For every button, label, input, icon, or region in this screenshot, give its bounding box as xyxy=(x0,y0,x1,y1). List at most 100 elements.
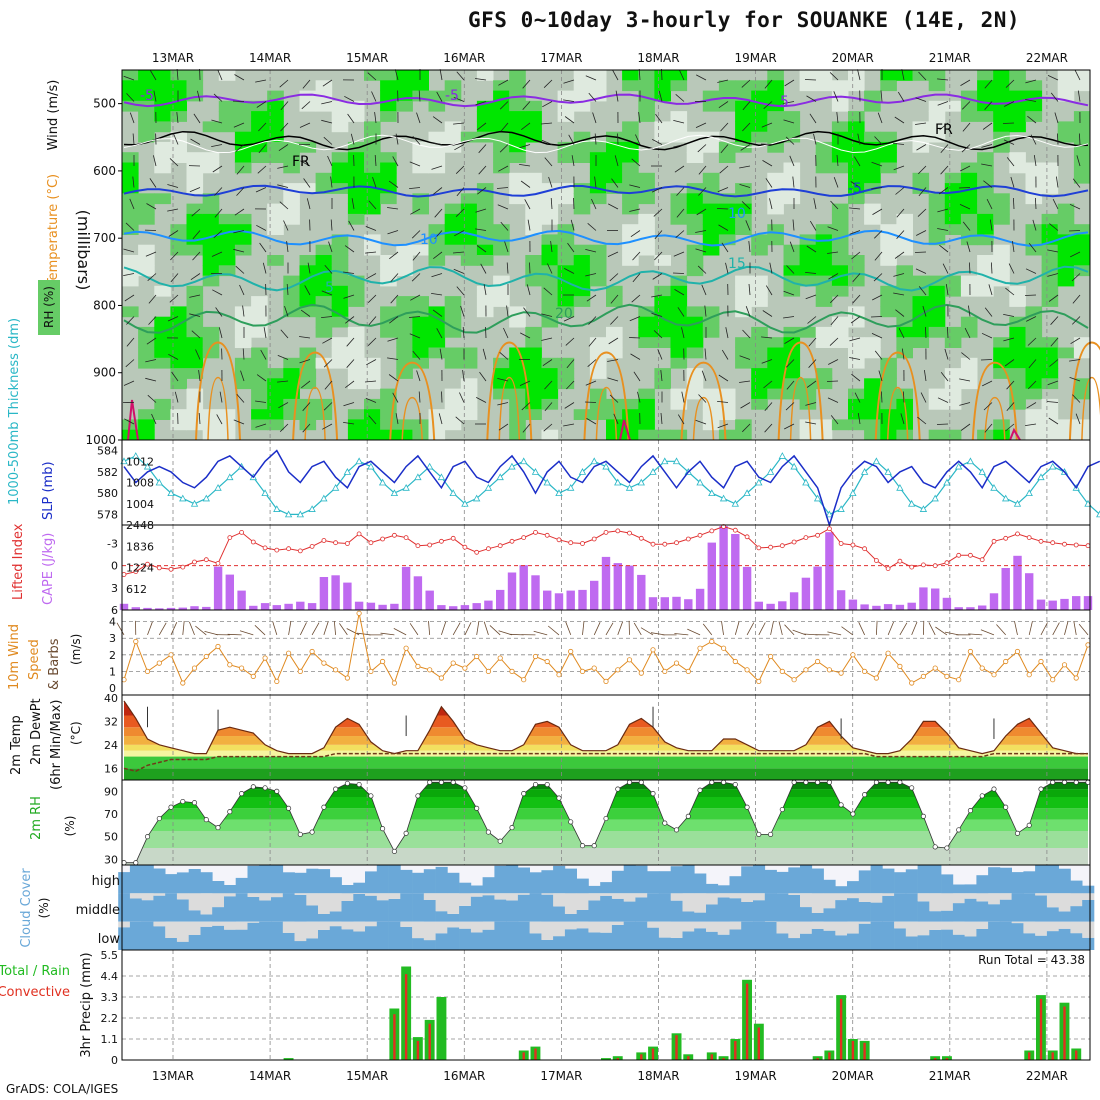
cape-bar xyxy=(166,607,176,610)
cape-bar xyxy=(143,607,152,610)
wind-barb xyxy=(615,90,619,102)
lifted-index-point xyxy=(391,532,397,538)
rh-cell xyxy=(880,162,897,174)
lifted-index-point xyxy=(180,564,186,570)
wind10-point xyxy=(485,668,491,675)
rh-cell xyxy=(815,152,833,163)
wind-barb xyxy=(676,187,685,196)
precip-frame xyxy=(121,949,1091,1061)
rh-cell xyxy=(476,111,494,122)
rh-cell xyxy=(993,429,1010,441)
cloud-cell xyxy=(788,938,801,950)
rh-cell xyxy=(864,213,881,225)
rh-cell xyxy=(122,306,139,318)
rh-cell xyxy=(460,398,478,410)
cloud-cell xyxy=(564,913,577,922)
wind-barb xyxy=(388,180,399,188)
wind-barb xyxy=(607,359,619,362)
rh-cell xyxy=(493,152,510,163)
rh-cell xyxy=(573,265,591,277)
wind-barb xyxy=(418,90,421,102)
rh-cell xyxy=(718,429,736,441)
wind10-barb xyxy=(996,624,1007,636)
cloud-cell xyxy=(847,881,860,894)
cloud-cell xyxy=(353,882,366,894)
rh-cell xyxy=(186,172,204,184)
rh-cell xyxy=(638,172,655,184)
wind-barb xyxy=(658,90,663,102)
rh-cell xyxy=(944,203,962,215)
rh-cell xyxy=(460,347,478,359)
rh-cell xyxy=(509,378,526,390)
slp-line xyxy=(123,449,1100,528)
rh-cell xyxy=(283,213,300,225)
rh-cell xyxy=(589,193,607,205)
wind-barb xyxy=(836,154,839,167)
wind-barb xyxy=(637,391,641,403)
lifted-index-point xyxy=(897,558,903,564)
rh-cell xyxy=(686,141,704,153)
rh-cell xyxy=(718,141,736,153)
wind-barb xyxy=(387,357,399,360)
cloud-cell xyxy=(823,930,836,950)
rh-cell xyxy=(186,337,204,348)
rh-cell xyxy=(622,234,639,246)
cloud-cell xyxy=(1011,872,1024,894)
rh-cell xyxy=(476,224,494,235)
wind10-barb xyxy=(428,620,431,635)
cape-bar xyxy=(543,590,552,610)
rh-cell xyxy=(396,244,413,256)
wind-barb xyxy=(696,208,707,216)
rh-cell xyxy=(589,357,607,369)
wind-barb xyxy=(917,208,927,217)
rh-cell xyxy=(1041,285,1059,297)
rh-cell xyxy=(751,398,768,410)
rh-cell xyxy=(702,316,720,328)
wind10-point xyxy=(967,648,974,655)
wind-barb xyxy=(215,307,223,317)
rh-cell xyxy=(364,141,381,153)
rh-cell xyxy=(735,347,752,359)
thickness-point xyxy=(966,457,975,465)
wind-barb xyxy=(344,245,355,253)
rh-cell xyxy=(541,429,559,441)
wind-barb xyxy=(853,156,861,167)
wind10-barb xyxy=(195,625,207,636)
cloud-cell xyxy=(459,882,472,894)
wind-barb xyxy=(1028,380,1037,390)
date-label-bottom: 17MAR xyxy=(540,1069,582,1083)
rh-cell xyxy=(1009,90,1026,102)
wind-barb xyxy=(741,201,751,210)
rh-cell xyxy=(654,121,671,133)
rh-cell xyxy=(170,326,187,338)
rh2m-point xyxy=(450,779,456,785)
wind-barb xyxy=(195,349,201,360)
wind-barb xyxy=(917,416,927,425)
rh-cell xyxy=(364,183,381,194)
wind-barb xyxy=(614,155,619,167)
rh-cell xyxy=(993,255,1010,266)
cloud-cell xyxy=(952,934,965,950)
lifted-tick-label: 0 xyxy=(111,560,118,573)
wind-barb xyxy=(857,413,861,425)
wind-barb xyxy=(459,392,465,403)
wind-barb xyxy=(939,244,949,253)
wind-barb xyxy=(785,402,795,411)
rh-cell xyxy=(283,275,300,287)
thickness-point xyxy=(919,505,928,512)
cloud-cell xyxy=(412,872,425,894)
wind-barb xyxy=(452,251,465,254)
cloud-cell xyxy=(400,869,413,894)
rh-cell xyxy=(751,368,768,379)
cape-bar xyxy=(1083,596,1093,610)
wind-barb xyxy=(255,79,267,83)
wind-barb xyxy=(455,208,465,217)
wind10-point xyxy=(168,652,174,658)
rh-cell xyxy=(122,193,139,205)
thickness-point xyxy=(884,468,892,475)
rh-cell xyxy=(928,296,946,307)
rh2m-point xyxy=(415,793,421,799)
rh-cell xyxy=(557,265,575,277)
rh-cell xyxy=(299,296,317,307)
rh-cell xyxy=(993,368,1010,379)
